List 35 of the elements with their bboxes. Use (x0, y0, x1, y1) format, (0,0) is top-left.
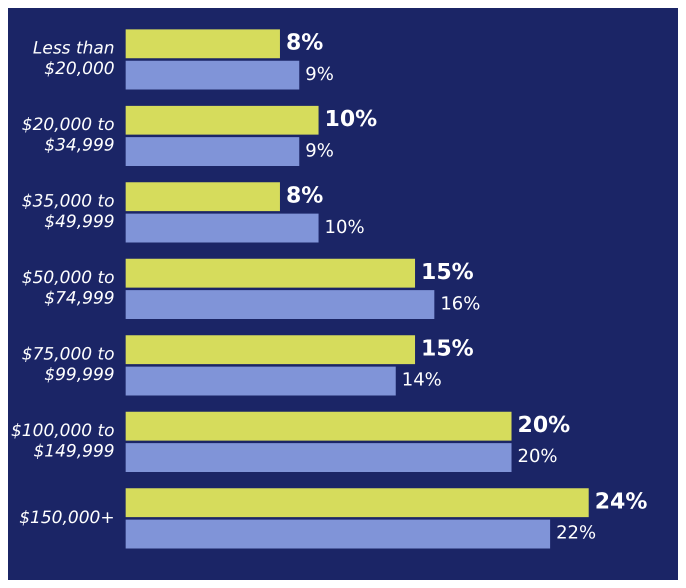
data-label: 20% (518, 412, 570, 438)
y-tick-label: $50,000 to $74,999 (22, 268, 115, 309)
y-tick-label: $35,000 to $49,999 (22, 192, 115, 232)
bar (126, 258, 416, 288)
data-label: 10% (324, 216, 365, 238)
data-label: 16% (440, 293, 480, 314)
bar (126, 60, 300, 90)
data-label: 22% (556, 522, 596, 544)
y-tick-label: $150,000+ (19, 508, 115, 528)
bar (126, 106, 319, 135)
data-label: 24% (594, 489, 648, 514)
bar (126, 137, 300, 166)
bar (126, 520, 550, 548)
y-tick-label: $75,000 to $99,999 (22, 344, 115, 386)
bar (126, 290, 434, 320)
bar (126, 412, 512, 441)
bar (126, 29, 280, 58)
data-label: 9% (305, 140, 334, 162)
data-label: 8% (286, 30, 324, 56)
y-tick-label: $100,000 to $149,999 (10, 421, 115, 462)
data-label: 15% (421, 260, 474, 285)
data-label: 15% (421, 336, 474, 362)
bar (126, 182, 280, 212)
data-label: 9% (305, 64, 334, 85)
bar (126, 366, 396, 396)
y-tick-label: $20,000 to $34,999 (22, 115, 115, 156)
y-tick-label: Less than $20,000 (32, 38, 115, 80)
bar (126, 335, 416, 364)
bar (126, 214, 319, 243)
bar (126, 443, 512, 472)
data-label: 10% (324, 106, 378, 132)
bar (126, 488, 589, 518)
data-label: 8% (286, 183, 324, 208)
data-label: 14% (402, 370, 442, 391)
data-label: 20% (518, 446, 558, 468)
